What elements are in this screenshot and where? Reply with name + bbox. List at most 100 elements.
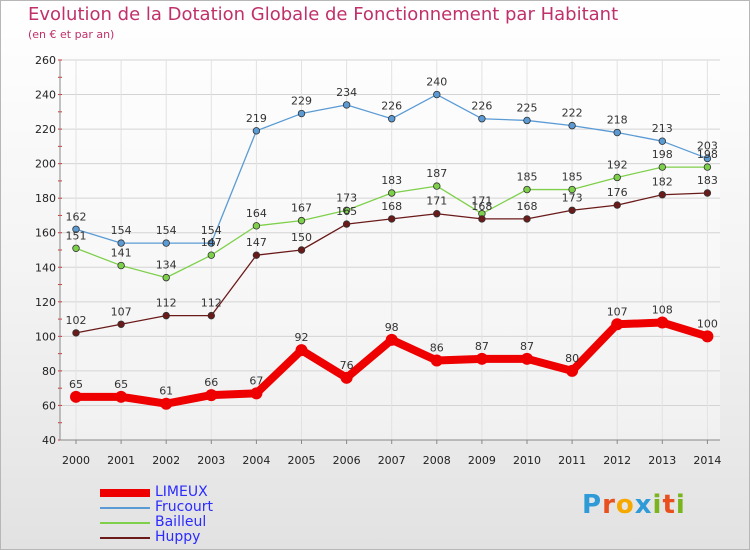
data-label-huppy: 176 [607, 186, 628, 199]
data-label-bailleul: 185 [517, 171, 538, 184]
data-point-huppy [297, 246, 306, 254]
data-point-frucourt [613, 128, 621, 137]
data-point-frucourt [72, 225, 80, 233]
data-label-limeux: 66 [204, 376, 218, 389]
data-point-bailleul [523, 185, 531, 194]
legend-item-limeux: LIMEUX [100, 484, 300, 500]
x-tick-label: 2004 [242, 454, 270, 467]
y-tick-label: 220 [35, 123, 56, 136]
data-label-limeux: 92 [295, 331, 309, 344]
data-point-limeux [250, 387, 263, 400]
chart-title: Evolution de la Dotation Globale de Fonc… [28, 4, 619, 25]
data-label-limeux: 87 [520, 340, 534, 353]
y-tick-label: 120 [35, 296, 56, 309]
x-tick-label: 2005 [288, 454, 316, 467]
chart-subtitle: (en € et par an) [28, 28, 115, 41]
data-point-bailleul [613, 173, 621, 182]
data-point-huppy [252, 251, 261, 259]
data-point-frucourt [117, 239, 125, 247]
y-tick-label: 60 [42, 399, 56, 412]
data-label-frucourt: 154 [156, 224, 177, 237]
x-tick-label: 2006 [333, 454, 361, 467]
data-label-frucourt: 203 [697, 139, 718, 152]
logo-letter: i [675, 490, 686, 520]
logo-letter: P [582, 490, 603, 520]
x-tick-label: 2010 [513, 454, 541, 467]
data-label-bailleul: 151 [66, 229, 87, 242]
data-point-frucourt [162, 239, 170, 247]
y-tick-label: 100 [35, 330, 56, 343]
data-label-limeux: 98 [385, 321, 399, 334]
data-label-bailleul: 187 [426, 167, 447, 180]
logo-letter: o [615, 490, 635, 520]
x-tick-label: 2002 [152, 454, 180, 467]
data-point-frucourt [478, 115, 486, 123]
plot-area [60, 60, 720, 440]
data-point-frucourt [703, 154, 712, 163]
data-label-bailleul: 167 [291, 202, 312, 215]
legend-swatch [100, 537, 150, 539]
data-point-huppy [523, 215, 531, 223]
data-point-bailleul [703, 163, 712, 171]
x-tick-label: 2001 [107, 454, 135, 467]
logo-letter: i [652, 490, 663, 520]
data-point-bailleul [117, 261, 125, 270]
data-label-limeux: 65 [114, 378, 128, 391]
data-label-frucourt: 218 [607, 114, 628, 127]
data-point-limeux [475, 352, 488, 365]
data-point-bailleul [252, 222, 261, 230]
data-point-bailleul [162, 273, 170, 282]
data-label-huppy: 168 [381, 200, 402, 213]
data-point-bailleul [342, 206, 351, 214]
data-label-huppy: 168 [517, 200, 538, 213]
data-point-bailleul [72, 244, 80, 252]
data-point-huppy [207, 311, 215, 320]
data-label-limeux: 100 [697, 317, 718, 330]
data-point-limeux [701, 330, 714, 343]
data-label-limeux: 107 [607, 305, 628, 318]
data-point-frucourt [568, 121, 576, 130]
legend-item-huppy: Huppy [100, 529, 300, 545]
data-point-limeux [611, 318, 624, 331]
data-point-huppy [658, 191, 666, 199]
data-point-bailleul [433, 182, 441, 190]
data-point-frucourt [523, 116, 531, 125]
legend-swatch [100, 522, 150, 524]
data-label-huppy: 150 [291, 231, 312, 244]
x-tick-label: 2003 [197, 454, 225, 467]
x-tick-label: 2011 [558, 454, 586, 467]
x-tick-label: 2014 [693, 454, 721, 467]
data-point-frucourt [658, 137, 666, 145]
data-label-frucourt: 226 [471, 100, 492, 113]
data-point-frucourt [342, 101, 351, 109]
data-label-huppy: 112 [201, 297, 222, 310]
data-label-huppy: 171 [426, 195, 447, 208]
data-label-huppy: 173 [562, 191, 583, 204]
data-point-huppy [613, 201, 621, 209]
data-label-frucourt: 154 [111, 224, 132, 237]
data-label-limeux: 67 [249, 374, 263, 387]
data-point-huppy [72, 329, 80, 337]
legend-item-frucourt: Frucourt [100, 499, 300, 515]
data-label-frucourt: 162 [66, 210, 87, 223]
data-point-huppy [703, 189, 712, 197]
data-point-huppy [433, 210, 441, 218]
x-tick-label: 2009 [468, 454, 496, 467]
x-tick-label: 2007 [378, 454, 406, 467]
data-label-huppy: 147 [246, 236, 267, 249]
data-point-limeux [656, 316, 669, 329]
data-point-huppy [162, 311, 170, 320]
y-tick-label: 260 [35, 54, 56, 67]
y-tick-label: 80 [42, 365, 56, 378]
data-label-huppy: 168 [471, 200, 492, 213]
data-point-limeux [205, 389, 218, 402]
data-point-limeux [430, 354, 443, 367]
y-tick-label: 240 [35, 89, 56, 102]
legend-label: Huppy [155, 529, 201, 545]
legend-label: Frucourt [155, 499, 214, 515]
data-label-bailleul: 147 [201, 236, 222, 249]
data-label-huppy: 102 [66, 314, 87, 327]
y-tick-label: 200 [35, 158, 56, 171]
